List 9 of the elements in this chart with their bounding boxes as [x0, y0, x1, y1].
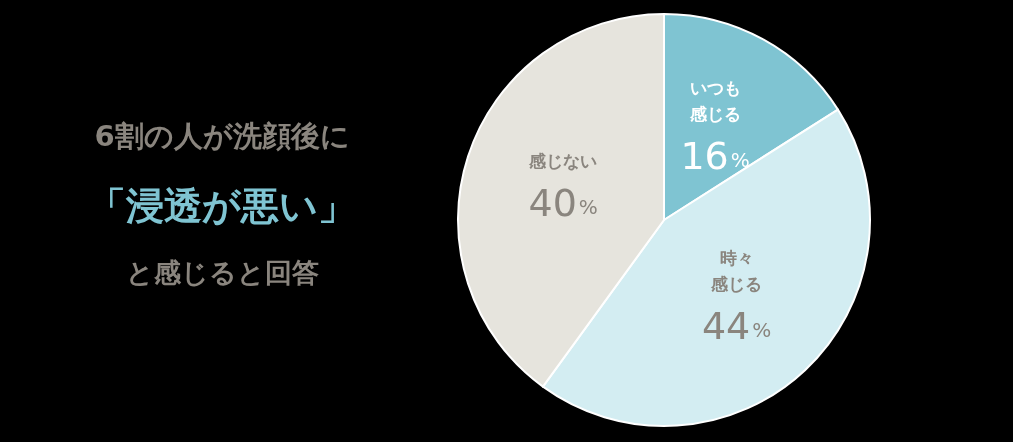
text: 「浸透が悪い」 — [88, 184, 356, 228]
data-label: 40% — [528, 181, 598, 226]
slice-label: 感じない — [528, 151, 598, 172]
data-label: 16% — [680, 134, 750, 179]
slice-label: 時々感じる — [710, 248, 763, 295]
text: と感じると回答 — [125, 256, 319, 288]
text: 6割の人が洗顔後に — [94, 119, 350, 153]
slice-label: いつも感じる — [688, 78, 741, 125]
data-label: 44% — [701, 304, 772, 349]
